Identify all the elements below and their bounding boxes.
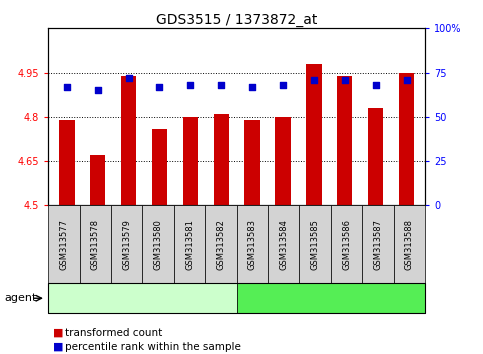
Bar <box>275 117 291 205</box>
Bar <box>121 75 136 205</box>
Text: GSM313587: GSM313587 <box>373 219 383 270</box>
Text: percentile rank within the sample: percentile rank within the sample <box>65 342 241 352</box>
Point <box>372 82 380 88</box>
Text: GSM313583: GSM313583 <box>248 219 257 270</box>
Text: GSM313586: GSM313586 <box>342 219 351 270</box>
Bar <box>306 64 322 205</box>
Bar <box>399 73 414 205</box>
Bar <box>183 117 198 205</box>
Text: ■: ■ <box>53 342 64 352</box>
Point <box>156 84 163 90</box>
Point <box>186 82 194 88</box>
Text: GSM313585: GSM313585 <box>311 219 320 270</box>
Bar <box>90 155 105 205</box>
Point <box>403 77 411 82</box>
Text: GSM313578: GSM313578 <box>91 219 100 270</box>
Text: GSM313584: GSM313584 <box>279 219 288 270</box>
Text: htt-171-82Q: htt-171-82Q <box>297 293 365 303</box>
Point <box>94 87 101 93</box>
Text: GSM313588: GSM313588 <box>405 219 414 270</box>
Point <box>63 84 71 90</box>
Point <box>279 82 287 88</box>
Bar <box>152 129 167 205</box>
Bar <box>368 108 384 205</box>
Bar <box>213 114 229 205</box>
Point <box>248 84 256 90</box>
Text: transformed count: transformed count <box>65 328 162 338</box>
Text: GSM313580: GSM313580 <box>154 219 163 270</box>
Point <box>341 77 349 82</box>
Text: control: control <box>123 293 162 303</box>
Text: GSM313577: GSM313577 <box>59 219 69 270</box>
Bar <box>244 120 260 205</box>
Bar <box>59 120 74 205</box>
Text: ■: ■ <box>53 328 64 338</box>
Text: GSM313581: GSM313581 <box>185 219 194 270</box>
Text: GSM313582: GSM313582 <box>216 219 226 270</box>
Bar <box>337 75 353 205</box>
Text: agent: agent <box>5 293 37 303</box>
Point <box>125 75 132 81</box>
Point <box>217 82 225 88</box>
Text: GSM313579: GSM313579 <box>122 219 131 270</box>
Title: GDS3515 / 1373872_at: GDS3515 / 1373872_at <box>156 13 317 27</box>
Point <box>310 77 318 82</box>
